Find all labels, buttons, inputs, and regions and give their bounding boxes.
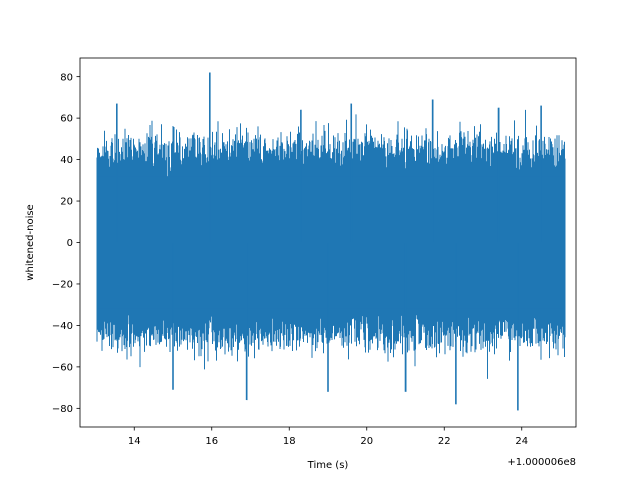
x-axis-label: Time (s)	[307, 460, 349, 471]
plot-series-layer	[96, 72, 566, 411]
y-axis-label: whitened-noise	[25, 204, 36, 280]
x-axis-ticks: 14 16 18 20 22 24	[128, 427, 528, 447]
y-tick-label: −80	[52, 404, 73, 415]
y-tick-label: −20	[52, 280, 73, 291]
x-axis-offset-label: +1.000006e8	[507, 457, 576, 468]
x-tick-label: 24	[515, 436, 528, 447]
y-axis-ticks: 80 60 40 20 0 −20 −40 −60 −80	[52, 72, 80, 415]
series-density-band	[97, 176, 565, 309]
x-tick-label: 20	[360, 436, 373, 447]
y-tick-label: 40	[60, 155, 73, 166]
y-tick-label: 0	[67, 238, 73, 249]
x-tick-label: 14	[128, 436, 141, 447]
x-tick-label: 22	[438, 436, 451, 447]
y-tick-label: 20	[60, 197, 73, 208]
y-tick-label: −60	[52, 362, 73, 373]
x-tick-label: 16	[205, 436, 218, 447]
y-tick-label: 80	[60, 72, 73, 83]
x-tick-label: 18	[283, 436, 296, 447]
y-tick-label: −40	[52, 321, 73, 332]
y-tick-label: 60	[60, 114, 73, 125]
